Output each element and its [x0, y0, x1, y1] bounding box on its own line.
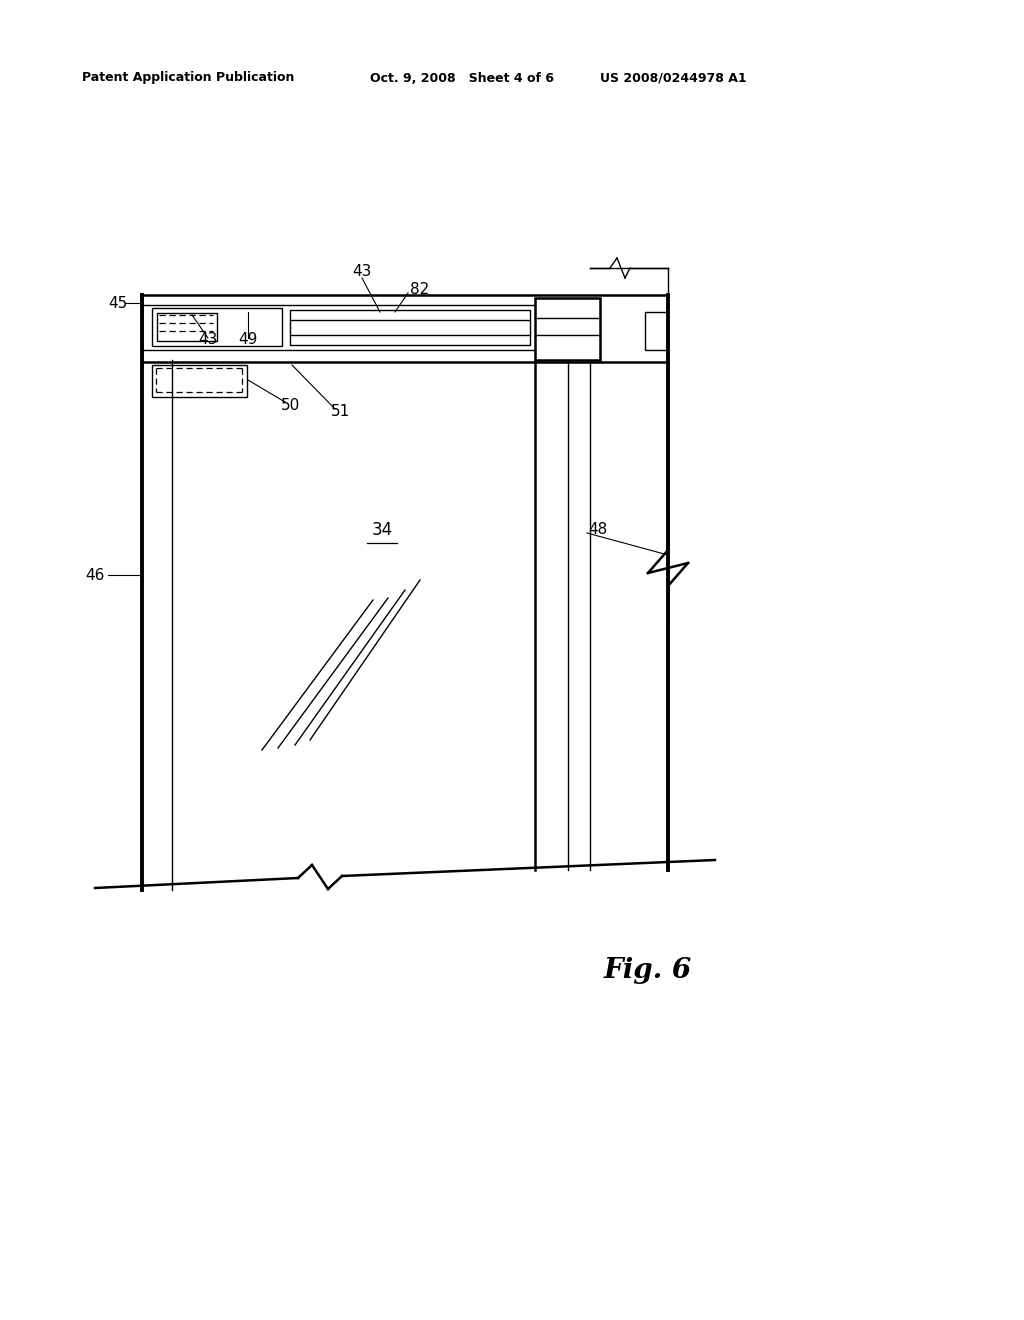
Bar — [157, 313, 217, 341]
Text: Patent Application Publication: Patent Application Publication — [82, 71, 294, 84]
Text: Oct. 9, 2008   Sheet 4 of 6: Oct. 9, 2008 Sheet 4 of 6 — [370, 71, 554, 84]
Text: 49: 49 — [239, 333, 258, 347]
Bar — [152, 366, 247, 397]
Text: US 2008/0244978 A1: US 2008/0244978 A1 — [600, 71, 746, 84]
Text: 45: 45 — [108, 296, 127, 310]
Bar — [152, 308, 282, 346]
Text: 46: 46 — [86, 568, 105, 582]
Text: 48: 48 — [588, 523, 607, 537]
Text: 51: 51 — [331, 404, 349, 420]
Bar — [290, 310, 530, 345]
Text: 82: 82 — [410, 282, 429, 297]
Bar — [645, 312, 667, 350]
Text: 50: 50 — [281, 397, 300, 412]
Text: 43: 43 — [352, 264, 372, 280]
Text: 34: 34 — [372, 521, 392, 539]
Bar — [535, 298, 600, 360]
Text: Fig. 6: Fig. 6 — [604, 957, 692, 983]
Text: 43: 43 — [199, 333, 218, 347]
